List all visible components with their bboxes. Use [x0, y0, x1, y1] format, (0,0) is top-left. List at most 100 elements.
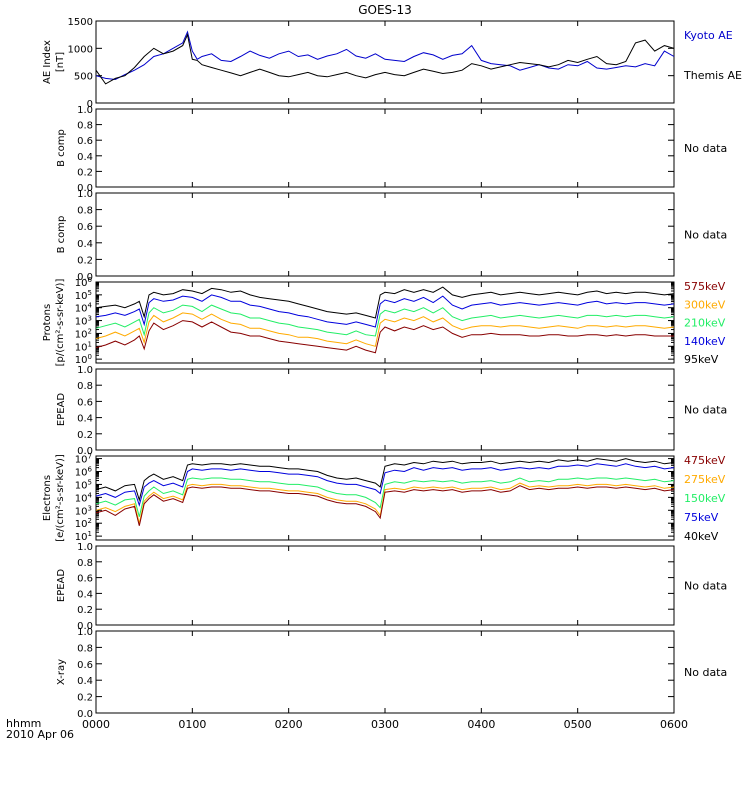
no-data-note: No data — [684, 142, 727, 155]
no-data-note: No data — [684, 666, 727, 679]
y-tick-label: 102 — [75, 327, 92, 340]
x-axis: 0000 0100 0200 0300 0400 0500 0600 — [82, 718, 688, 731]
panel-bcomp1: 0.0 0.2 0.4 0.6 0.8 1.0 B comp No data — [56, 105, 727, 194]
y-tick-label: 500 — [74, 72, 93, 83]
y-tick-label: 1000 — [68, 44, 93, 55]
series-210kev — [95, 304, 675, 337]
y-axis-label: AE Index — [42, 40, 53, 84]
y-tick-label: 1.0 — [77, 105, 93, 116]
y-tick-label: 1.0 — [77, 627, 93, 638]
panel-frame — [95, 281, 675, 364]
panel-ae: 0 500 1000 1500 AE Index [nT] Kyoto AE Themis A… — [42, 17, 742, 110]
x-tick-label: 0400 — [467, 718, 495, 731]
y-tick-label: 0.2 — [77, 167, 93, 178]
series-150kev — [95, 477, 675, 517]
y-axis-label: EPEAD — [56, 393, 67, 427]
panel-frame — [95, 545, 675, 626]
y-tick-label: 103 — [75, 504, 92, 517]
y-tick-label: 0.0 — [77, 709, 93, 720]
x-tick-label: 0200 — [275, 718, 303, 731]
legend-entry: Kyoto AE — [684, 29, 733, 42]
y-tick-label: 106 — [75, 466, 93, 479]
panel-bcomp2: 0.0 0.2 0.4 0.6 0.8 1.0 B comp No data — [56, 189, 727, 283]
legend-entry: Themis AE — [683, 69, 742, 82]
y-tick-label: 100 — [75, 353, 92, 366]
legend-entry: 210keV — [684, 317, 726, 330]
y-tick-label: 102 — [75, 517, 92, 530]
series-475kev — [95, 485, 675, 526]
y-tick-label: 105 — [75, 289, 92, 302]
y-tick-label: 104 — [75, 491, 93, 504]
y-tick-label: 1500 — [68, 17, 93, 28]
legend-entry: 475keV — [684, 454, 726, 467]
y-tick-label: 1.0 — [77, 542, 93, 553]
y-tick-label: 0.6 — [77, 397, 93, 408]
panel-xray: 0.0 0.2 0.4 0.6 0.8 1.0 X-ray No data — [56, 627, 727, 720]
legend-entry: 150keV — [684, 492, 726, 505]
y-tick-label: 0.2 — [77, 430, 93, 441]
y-tick-label: 105 — [75, 478, 92, 491]
legend-entry: 575keV — [684, 280, 726, 293]
series-themis-ae — [95, 33, 675, 85]
x-label-date: 2010 Apr 06 — [6, 728, 74, 741]
y-tick-label: 107 — [75, 453, 92, 466]
y-tick-label: 0.4 — [77, 676, 93, 687]
x-tick-label: 0000 — [82, 718, 110, 731]
y-tick-label: 1.0 — [77, 365, 93, 376]
figure-title: GOES-13 — [358, 3, 412, 17]
series-40kev — [95, 458, 675, 502]
y-axis-label: [e/(cm²-s-sr-keV)] — [55, 454, 66, 542]
legend-entry: 275keV — [684, 473, 726, 486]
x-tick-label: 0300 — [371, 718, 399, 731]
panel-frame — [95, 455, 675, 541]
series-575kev — [95, 320, 674, 354]
y-tick-label: 106 — [75, 276, 93, 289]
no-data-note: No data — [684, 580, 727, 593]
y-tick-label: 0.4 — [77, 152, 93, 163]
panel-epead2: 0.0 0.2 0.4 0.6 0.8 1.0 EPEAD No data — [56, 542, 727, 632]
legend-entry: 300keV — [684, 298, 726, 311]
y-tick-label: 103 — [75, 315, 92, 328]
y-tick-label: 0.6 — [77, 574, 93, 585]
y-tick-label: 0.8 — [77, 381, 93, 392]
panel-frame — [95, 108, 675, 188]
y-tick-label: 104 — [75, 302, 93, 315]
y-axis-label: X-ray — [56, 659, 67, 685]
y-tick-label: 0.2 — [77, 693, 93, 704]
y-tick-label: 0.0 — [77, 272, 93, 283]
panel-frame — [95, 192, 675, 277]
x-tick-label: 0100 — [178, 718, 206, 731]
y-tick-label: 101 — [75, 530, 92, 543]
y-axis-label: [p/(cm²-s-sr-keV)] — [55, 279, 66, 367]
y-axis-label: EPEAD — [56, 569, 67, 603]
y-tick-label: 0.8 — [77, 121, 93, 132]
panel-frame — [95, 630, 675, 714]
panel-epead1: 0.0 0.2 0.4 0.6 0.8 1.0 EPEAD No data — [56, 365, 727, 457]
y-tick-label: 101 — [75, 340, 92, 353]
series-75kev — [95, 463, 675, 507]
y-tick-label: 0.8 — [77, 558, 93, 569]
y-tick-label: 0.2 — [77, 605, 93, 616]
y-tick-label: 0 — [87, 99, 93, 110]
y-axis-label: Electrons — [42, 475, 53, 521]
x-tick-label: 0500 — [564, 718, 592, 731]
y-tick-label: 0.0 — [77, 446, 93, 457]
panel-frame — [95, 368, 675, 451]
legend-entry: 140keV — [684, 335, 726, 348]
no-data-note: No data — [684, 229, 727, 242]
y-axis-label: Protons — [42, 304, 53, 341]
y-axis-label: [nT] — [55, 52, 66, 72]
series-275kev — [95, 482, 675, 524]
x-label-hhmm: hhmm — [6, 717, 41, 730]
y-tick-label: 0.8 — [77, 206, 93, 217]
y-tick-label: 0.4 — [77, 414, 93, 425]
y-axis-label: B comp — [56, 216, 67, 254]
y-tick-label: 0.0 — [77, 183, 93, 194]
y-axis-label: B comp — [56, 129, 67, 167]
no-data-note: No data — [684, 404, 727, 417]
panels: 0 500 1000 1500 AE Index [nT] Kyoto AE Themis A… — [42, 17, 742, 720]
series-95kev — [95, 286, 675, 319]
